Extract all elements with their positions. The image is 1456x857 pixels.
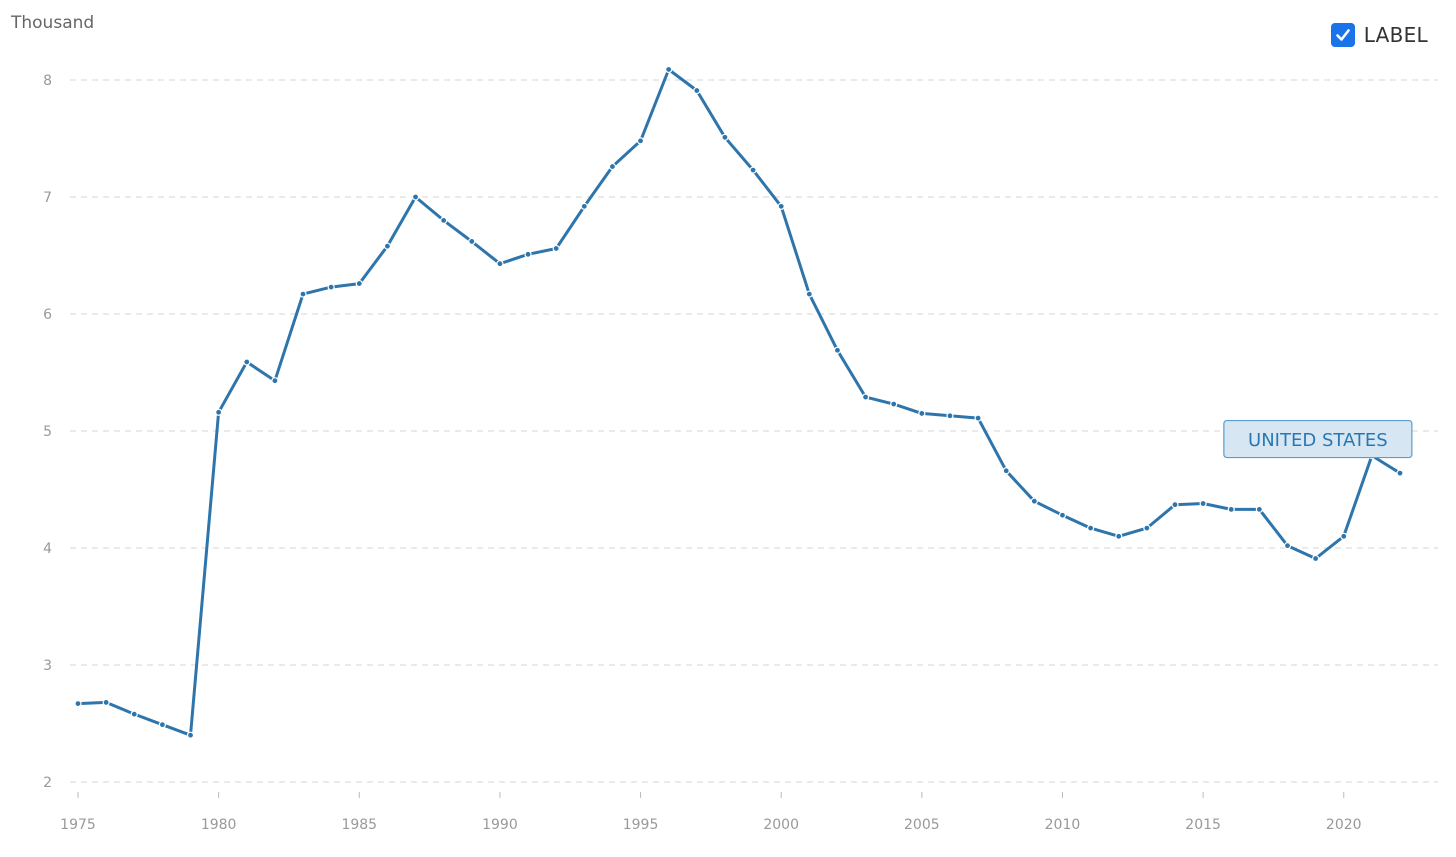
data-point [1030, 497, 1038, 505]
data-point [102, 698, 110, 707]
x-tick-label: 2015 [1185, 817, 1221, 833]
data-point [215, 408, 223, 416]
data-point [636, 137, 645, 145]
y-tick-label: 7 [43, 190, 52, 206]
data-point [243, 358, 251, 366]
data-point [580, 202, 588, 210]
data-point [693, 86, 701, 95]
y-tick-label: 4 [43, 541, 52, 557]
y-tick-label: 3 [43, 658, 52, 674]
data-point [524, 250, 532, 258]
x-tick-label: 1980 [201, 817, 237, 833]
data-point [749, 166, 757, 174]
data-point [1058, 511, 1067, 519]
checkbox-checked-icon[interactable] [1330, 23, 1355, 47]
data-point [1255, 505, 1263, 513]
data-point [1312, 554, 1320, 563]
data-point [974, 414, 982, 422]
data-point [805, 290, 813, 298]
data-point [608, 162, 617, 171]
series-line [76, 68, 1402, 737]
label-toggle[interactable]: LABEL [1330, 23, 1428, 47]
data-point [1143, 524, 1151, 532]
data-point [946, 412, 954, 420]
data-point [468, 237, 476, 246]
data-point [1396, 469, 1404, 477]
y-tick-label: 2 [43, 775, 52, 791]
data-point [918, 409, 926, 418]
data-point [130, 710, 138, 718]
data-point [74, 700, 82, 708]
data-point [1340, 532, 1348, 540]
data-point [186, 731, 195, 739]
data-point [271, 377, 279, 385]
data-point [327, 283, 335, 291]
data-point [440, 216, 448, 224]
x-tick-label: 1990 [482, 817, 518, 833]
y-tick-label: 6 [43, 307, 52, 323]
data-point [1199, 499, 1207, 508]
x-tick-label: 2000 [763, 817, 799, 833]
data-point [355, 279, 363, 288]
data-point [496, 260, 504, 268]
series-label-box [1223, 419, 1413, 459]
y-tick-label: 8 [43, 73, 52, 89]
data-point [777, 202, 785, 210]
data-point [552, 244, 560, 253]
data-point [721, 133, 729, 141]
x-tick-label: 1985 [341, 817, 377, 833]
x-tick-label: 2010 [1045, 817, 1081, 833]
data-point [1227, 505, 1235, 513]
data-point [1283, 542, 1292, 550]
data-point [665, 65, 673, 74]
data-point [1115, 532, 1123, 540]
x-tick-label: 2005 [904, 817, 940, 833]
series-label-text: UNITED STATES [1248, 430, 1388, 451]
label-toggle-text: LABEL [1363, 23, 1428, 47]
data-point [833, 346, 842, 354]
data-point [411, 193, 420, 201]
data-point [299, 290, 307, 298]
y-tick-label: 5 [43, 424, 52, 440]
data-point [861, 393, 870, 401]
data-point [158, 721, 166, 729]
x-tick-label: 2020 [1326, 817, 1362, 833]
data-point [383, 242, 392, 250]
y-axis-unit-label: Thousand [11, 13, 95, 33]
x-tick-label: 1975 [60, 817, 96, 833]
data-point [890, 400, 898, 408]
data-point [1171, 501, 1179, 509]
x-tick-label: 1995 [623, 817, 659, 833]
data-point [1086, 524, 1095, 532]
data-point [1002, 467, 1010, 475]
